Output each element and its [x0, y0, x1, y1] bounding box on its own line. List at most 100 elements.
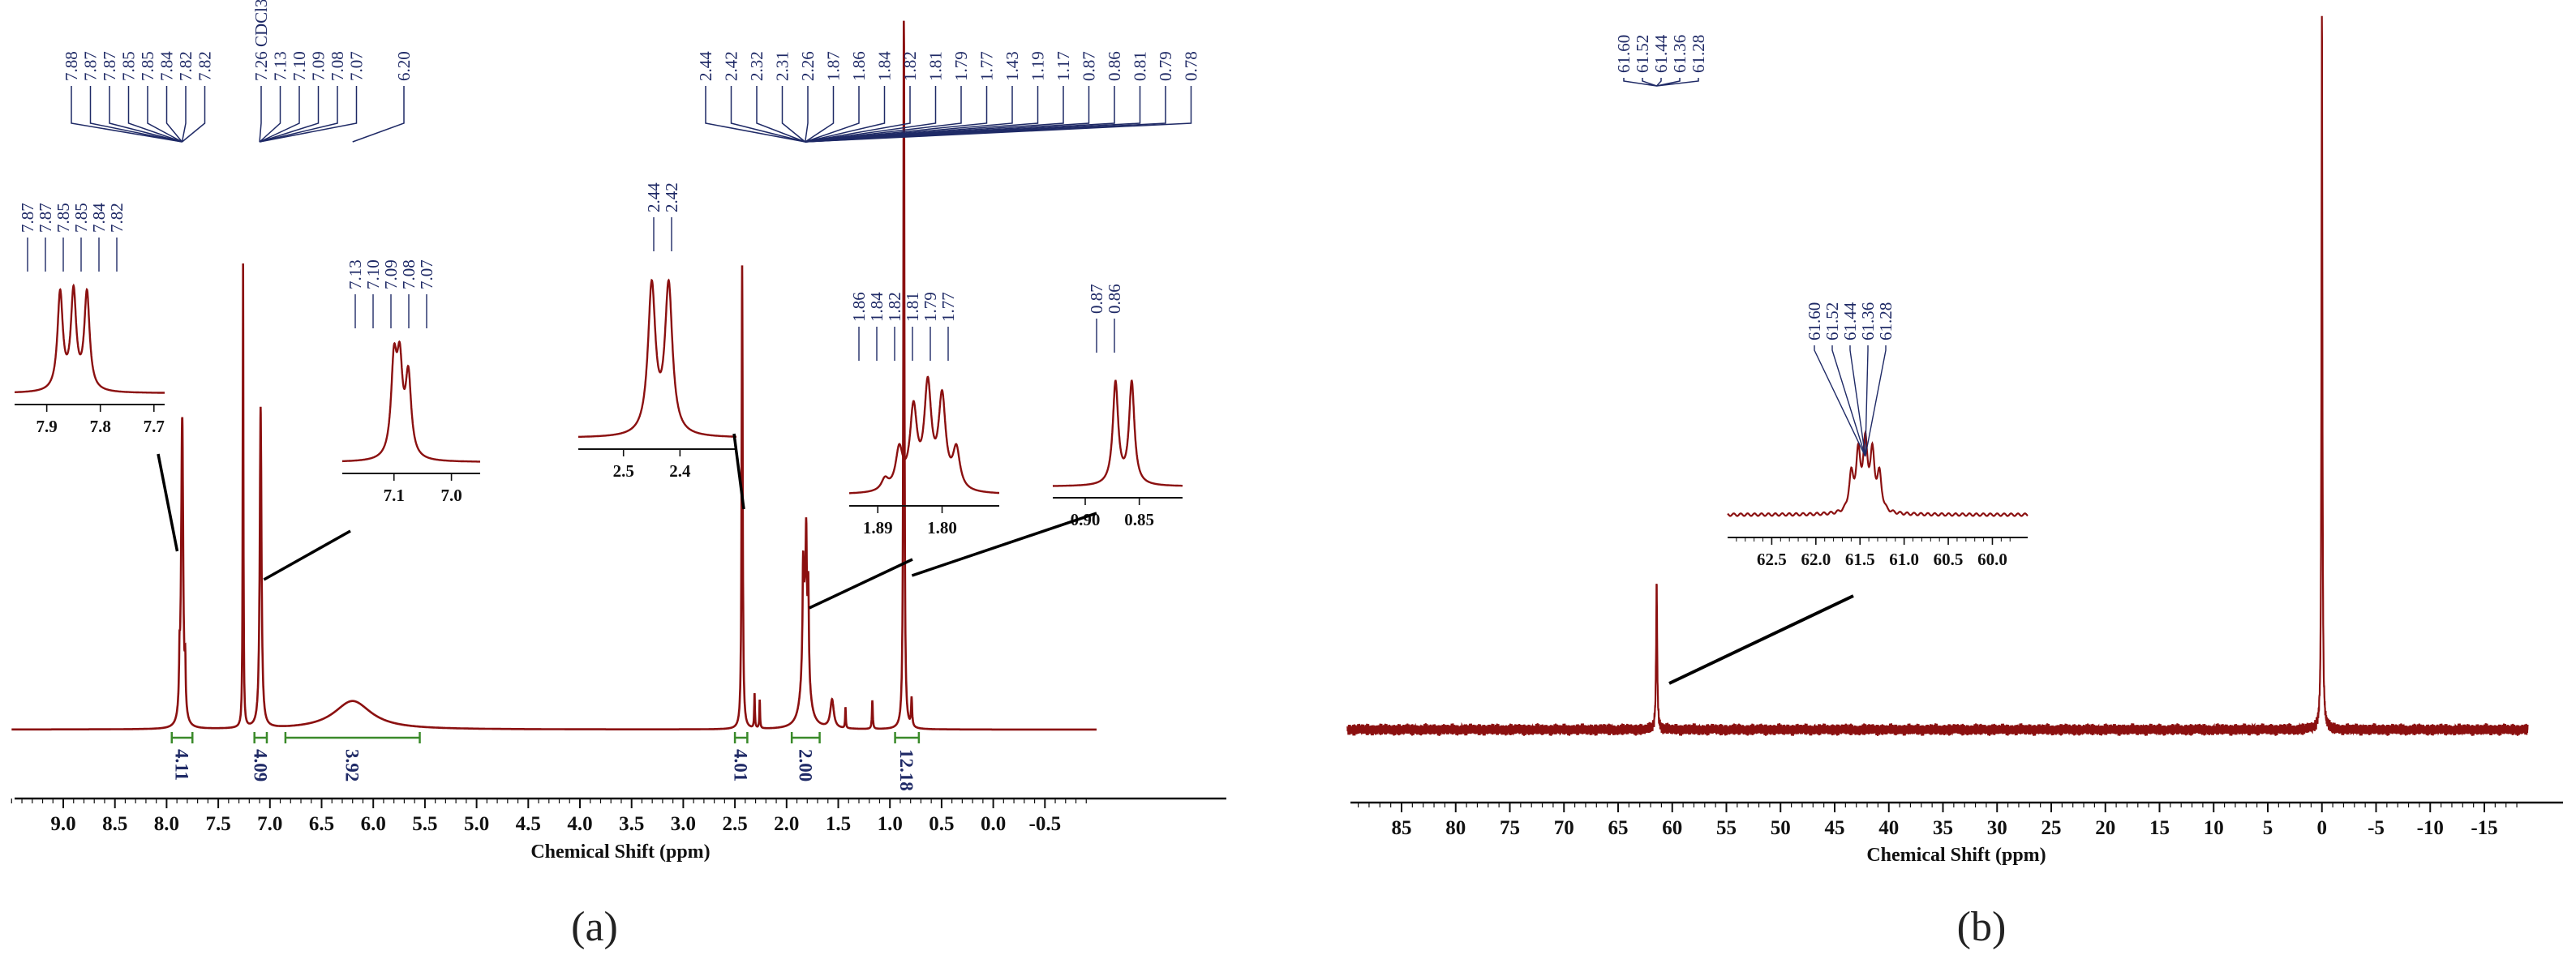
peak-label-connector: [805, 86, 860, 143]
peak-label: 0.87: [1080, 51, 1099, 81]
peak-label-connector: [259, 86, 338, 143]
x-tick-label: 6.0: [361, 813, 386, 835]
x-tick-label: 3.0: [671, 813, 696, 835]
peak-label: 0.86: [1105, 51, 1124, 81]
inset-peak-connector: [1865, 345, 1869, 457]
peak-label-connector: [805, 86, 835, 143]
inset-peak-connector: [1849, 345, 1866, 457]
inset-peak-connector: [1831, 345, 1866, 457]
inset-leader-line: [732, 433, 745, 510]
inset-tick-label: 61.5: [1845, 550, 1875, 569]
inset-peak-label: 0.86: [1105, 284, 1124, 314]
peak-label-connector: [182, 86, 206, 143]
inset-61-44: 62.5 62.0 61.5 61.0 60.5 60.061.6061.5261.446…: [1727, 302, 2029, 569]
x-tick-label: 0: [2317, 817, 2328, 839]
peak-label-connector: [805, 86, 937, 143]
integral-value: 12.18: [896, 749, 917, 791]
peak-label: 1.86: [849, 51, 869, 81]
peak-label: 7.85: [138, 51, 157, 81]
peak-label: 61.44: [1651, 34, 1671, 73]
peak-label-connector: [165, 86, 183, 143]
inset-peak-label: 2.42: [662, 182, 681, 212]
peak-label: 7.84: [157, 51, 177, 81]
peak-label: 7.10: [290, 51, 309, 81]
inset-spectrum: [577, 278, 736, 439]
integral-value: 4.11: [172, 749, 192, 781]
peak-label: 7.09: [309, 51, 328, 81]
inset-spectrum: [1727, 430, 2029, 517]
x-tick-label: 5.5: [412, 813, 437, 835]
inset-tick-label: 1.89: [863, 518, 893, 537]
x-axis-label: Chemical Shift (ppm): [530, 841, 710, 863]
x-tick-label: 9.0: [50, 813, 75, 835]
inset-peak-label: 7.08: [399, 259, 419, 289]
inset-tick-label: 60.0: [1977, 550, 2007, 569]
peak-label: 2.26: [798, 51, 818, 81]
inset-tick-label: 7.8: [90, 417, 111, 436]
x-tick-label: 7.5: [205, 813, 230, 835]
inset-tick-label: 61.0: [1889, 550, 1919, 569]
peak-label-connector: [352, 86, 405, 143]
peak-label: 61.36: [1670, 35, 1689, 73]
x-tick-label: 20: [2095, 817, 2115, 839]
peak-label: 61.28: [1689, 35, 1708, 73]
peak-label-connector: [805, 86, 1039, 143]
peak-label: 1.81: [926, 51, 946, 81]
peak-label-connector: [1656, 78, 1681, 87]
inset-peak-label: 7.82: [107, 203, 127, 233]
inset-peak-label: 7.85: [71, 203, 91, 233]
inset-leader-line: [808, 558, 913, 610]
x-tick-label: 25: [2041, 817, 2062, 839]
inset-peak-label: 61.28: [1876, 302, 1896, 340]
x-tick-label: 0.5: [929, 813, 954, 835]
inset-peak-label: 61.44: [1840, 302, 1860, 340]
peak-label: 1.79: [951, 51, 971, 81]
peak-label: 7.07: [347, 51, 367, 81]
peak-label: 1.82: [900, 51, 920, 81]
x-tick-label: 4.0: [567, 813, 592, 835]
inset-peak-label: 1.86: [849, 292, 869, 322]
inset-tick-label: 1.80: [927, 518, 957, 537]
peak-label-connector: [259, 86, 262, 143]
inset-1-82: 1.89 1.80 1.861.841.821.811.791.77: [849, 292, 999, 537]
inset-peak-label: 1.84: [867, 292, 887, 322]
peak-label-connector: [805, 86, 962, 143]
integral-value: 4.09: [250, 749, 270, 781]
peak-label: 1.84: [875, 51, 895, 81]
inset-tick-label: 2.5: [613, 461, 634, 481]
x-tick-label: -10: [2417, 817, 2444, 839]
inset-leader-line: [911, 512, 1097, 577]
peak-label: 7.82: [176, 51, 195, 81]
peak-label-connector: [147, 86, 182, 143]
peak-label-connector: [705, 86, 805, 143]
peak-label-connector: [259, 86, 358, 143]
inset-tick-label: 7.7: [144, 417, 165, 436]
inset-peak-label: 1.77: [938, 292, 958, 322]
inset-peak-label: 61.36: [1858, 302, 1878, 340]
inset-spectrum: [15, 283, 165, 394]
inset-peak-label: 7.87: [18, 203, 37, 233]
inset-leader-line: [263, 529, 351, 581]
inset-spectrum: [849, 375, 999, 495]
inset-2-43: 2.5 2.4 2.442.42: [577, 182, 736, 481]
inset-leader-line: [157, 453, 179, 552]
x-tick-label: 4.5: [516, 813, 541, 835]
peak-label: 2.32: [747, 51, 766, 81]
inset-peak-label: 7.13: [346, 259, 365, 289]
peak-label: 7.88: [62, 51, 81, 81]
panel-b-nmr: 85 80 75 70 65 60 55 50 45 40 35 30 25 20 15 10 5 0 -5 -10-…: [1346, 15, 2563, 866]
peak-label-connector: [756, 86, 806, 143]
integral-value: 3.92: [342, 749, 363, 781]
x-tick-label: 65: [1608, 817, 1629, 839]
peak-label: 0.81: [1131, 51, 1150, 81]
peak-label: 61.60: [1614, 35, 1634, 73]
x-tick-label: -5: [2368, 817, 2385, 839]
inset-peak-label: 61.52: [1823, 302, 1842, 340]
inset-tick-label: 62.5: [1757, 550, 1787, 569]
inset-spectrum: [341, 340, 480, 463]
x-tick-label: 55: [1716, 817, 1737, 839]
inset-tick-label: 62.0: [1801, 550, 1831, 569]
peak-label: 7.87: [100, 51, 119, 81]
peak-label-connector: [259, 86, 320, 143]
